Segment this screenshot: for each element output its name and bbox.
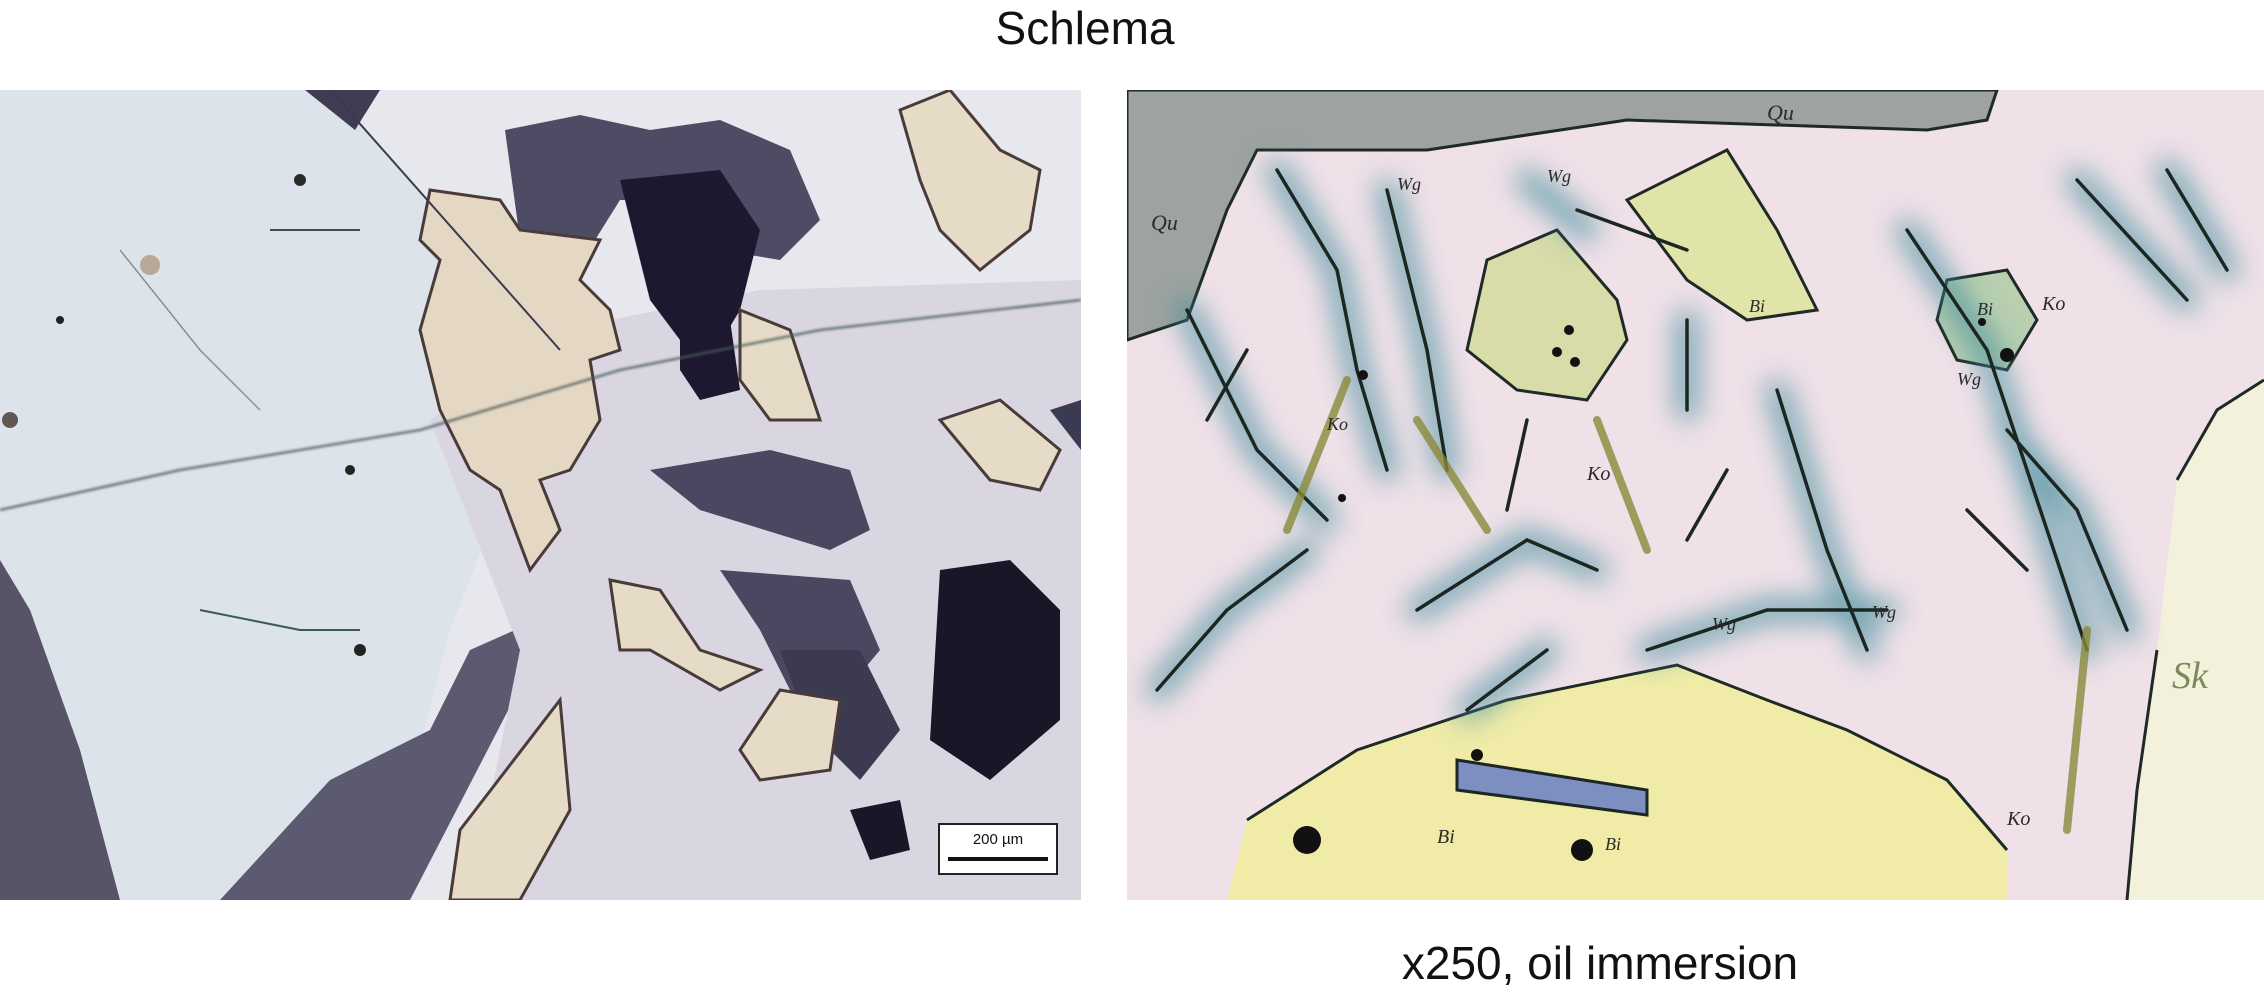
label-wg-5: Wg xyxy=(1872,602,1896,622)
scale-bar-label: 200 µm xyxy=(972,831,1024,848)
micrograph-photo xyxy=(0,90,1081,900)
micrograph-svg xyxy=(0,90,1081,900)
sketch-labels: Qu Qu Wg Wg Wg Wg Wg Bi Bi Bi Bi Ko Ko K… xyxy=(1151,100,2209,854)
label-qu-1: Qu xyxy=(1151,210,1178,235)
label-ko-3: Ko xyxy=(2006,808,2030,830)
label-ko-4: Ko xyxy=(1326,414,1348,434)
label-bi-1: Bi xyxy=(1749,296,1765,316)
label-wg-1: Wg xyxy=(1397,174,1421,194)
label-wg-3: Wg xyxy=(1957,369,1981,389)
label-ko-2: Ko xyxy=(2041,293,2065,315)
label-qu-2: Qu xyxy=(1767,100,1794,125)
label-ko-1: Ko xyxy=(1586,463,1610,485)
label-bi-2: Bi xyxy=(1977,299,1993,319)
label-sk: Sk xyxy=(2172,655,2209,697)
figure-title: Schlema xyxy=(995,2,1175,54)
scale-bar-line xyxy=(948,857,1048,861)
sketch-svg: Qu Qu Wg Wg Wg Wg Wg Bi Bi Bi Bi Ko Ko K… xyxy=(1127,90,2264,900)
label-bi-4: Bi xyxy=(1605,834,1621,854)
figure-caption: x250, oil immersion xyxy=(1401,937,1799,989)
label-wg-2: Wg xyxy=(1547,166,1571,186)
label-bi-3: Bi xyxy=(1437,826,1455,848)
scale-bar: 200 µm xyxy=(938,823,1058,875)
colored-sketch: Qu Qu Wg Wg Wg Wg Wg Bi Bi Bi Bi Ko Ko K… xyxy=(1127,90,2264,900)
label-wg-4: Wg xyxy=(1712,614,1736,634)
